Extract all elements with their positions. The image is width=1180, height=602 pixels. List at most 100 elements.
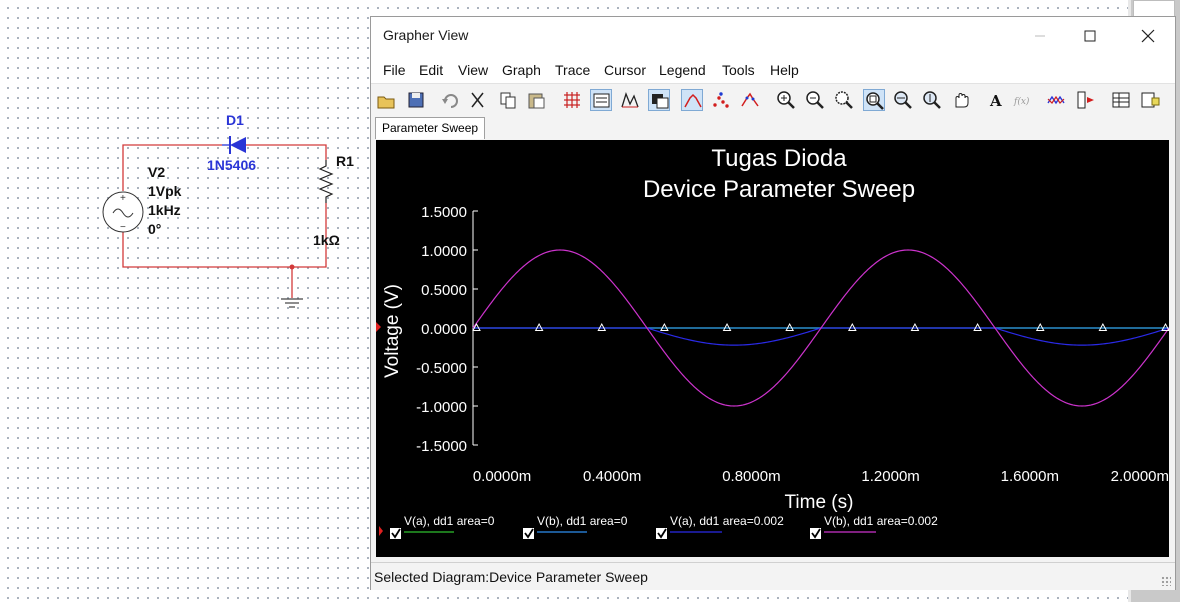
svg-text:A: A	[989, 92, 1002, 110]
data-point-marker	[597, 322, 607, 331]
zoom-area-icon[interactable]	[833, 89, 855, 111]
menu-legend[interactable]: Legend	[659, 62, 706, 78]
toolbar: A f(x)	[371, 83, 1175, 116]
grapher-window[interactable]: Grapher View File Edit View Graph Trace …	[370, 16, 1176, 590]
scatter-plot-icon[interactable]	[710, 89, 732, 111]
ac-source-symbol[interactable]: + −	[102, 191, 144, 233]
text-tool-icon[interactable]: A	[985, 89, 1007, 111]
line-plot-icon[interactable]	[681, 89, 703, 111]
zoom-y-icon[interactable]	[921, 89, 943, 111]
resistor-ref-label: R1	[336, 153, 354, 169]
legend-entry-3: V(a), dd1 area=0.002	[656, 514, 784, 539]
cut-icon[interactable]	[467, 89, 489, 111]
hand-pan-icon[interactable]	[950, 89, 972, 111]
checkmark-icon	[391, 528, 401, 539]
data-point-marker	[534, 322, 544, 331]
window-title: Grapher View	[383, 27, 469, 43]
maximize-icon	[1084, 30, 1096, 42]
menu-file[interactable]: File	[383, 62, 406, 78]
y-tick-label: 1.0000	[421, 243, 467, 260]
menu-view[interactable]: View	[458, 62, 489, 78]
left-marker-icon	[376, 322, 381, 332]
svg-text:+: +	[120, 193, 126, 204]
zoom-x-icon[interactable]	[892, 89, 914, 111]
data-point-marker	[1035, 322, 1045, 331]
menu-cursor[interactable]: Cursor	[604, 62, 647, 78]
x-axis-label: Time (s)	[785, 492, 854, 513]
legend-marker-icon	[379, 526, 383, 536]
series-line-4	[472, 249, 1169, 407]
menu-graph[interactable]: Graph	[502, 62, 541, 78]
copy-icon[interactable]	[497, 89, 519, 111]
checkmark-icon	[657, 528, 667, 539]
minimize-button[interactable]	[1013, 17, 1067, 55]
formula-icon[interactable]: f(x)	[1012, 89, 1034, 111]
maximize-button[interactable]	[1063, 17, 1117, 55]
undo-icon[interactable]	[439, 89, 461, 111]
checkmark-icon	[524, 528, 534, 539]
tab-parameter-sweep[interactable]: Parameter Sweep	[375, 117, 486, 139]
zoom-out-icon[interactable]	[804, 89, 826, 111]
menu-trace[interactable]: Trace	[555, 62, 591, 78]
source-ref-label: V2	[148, 164, 165, 180]
plot-area[interactable]: Tugas Dioda Device Parameter Sweep Time …	[376, 140, 1169, 557]
grid-icon[interactable]	[561, 89, 583, 111]
x-tick-label: 0.0000m	[473, 468, 531, 485]
diode-model-label: 1N5406	[207, 157, 256, 173]
wires	[122, 144, 327, 298]
marker-plot-icon[interactable]	[739, 89, 761, 111]
title-bar[interactable]: Grapher View	[371, 17, 1175, 55]
data-point-marker	[1161, 322, 1169, 331]
x-tick-label: 1.6000m	[1001, 468, 1059, 485]
zoom-in-icon[interactable]	[775, 89, 797, 111]
legend-entry-4: V(b), dd1 area=0.002	[810, 514, 938, 539]
y-axis-label: Voltage (V)	[382, 284, 403, 378]
minimize-icon	[1035, 35, 1045, 37]
zoom-fit-icon[interactable]	[863, 89, 885, 111]
chart-svg[interactable]: Tugas Dioda Device Parameter Sweep Time …	[376, 140, 1169, 557]
status-text: Selected Diagram:Device Parameter Sweep	[374, 569, 648, 585]
data-point-marker	[785, 322, 795, 331]
data-point-marker	[1098, 322, 1108, 331]
resistor-symbol[interactable]	[318, 160, 334, 203]
legend-entry-1: V(a), dd1 area=0	[390, 514, 495, 539]
data-point-marker	[910, 322, 920, 331]
menu-help[interactable]: Help	[770, 62, 799, 78]
resize-grip-icon[interactable]	[1161, 576, 1171, 586]
chart-title: Tugas Dioda	[711, 145, 847, 172]
legend-checkbox[interactable]	[810, 528, 821, 539]
close-icon	[1141, 29, 1155, 43]
x-tick-label: 0.4000m	[583, 468, 641, 485]
circuit-schematic[interactable]: + − D1 1N5406 V2 1Vpk 1kHz 0° R1 1kΩ	[0, 0, 370, 602]
legend-label: V(a), dd1 area=0.002	[670, 514, 784, 528]
y-tick-label: -1.5000	[416, 438, 467, 455]
legend-checkbox[interactable]	[390, 528, 401, 539]
export-image-icon[interactable]	[1139, 89, 1161, 111]
svg-text:f(x): f(x)	[1013, 96, 1030, 107]
invert-colors-icon[interactable]	[648, 89, 670, 111]
y-tick-label: 1.5000	[421, 204, 467, 221]
legend-toggle-icon[interactable]	[590, 89, 612, 111]
source-phase-label: 0°	[148, 221, 161, 237]
menu-tools[interactable]: Tools	[722, 62, 755, 78]
legend-checkbox[interactable]	[523, 528, 534, 539]
trace-icon[interactable]	[1046, 89, 1068, 111]
source-amp-label: 1Vpk	[148, 183, 182, 199]
save-icon[interactable]	[405, 89, 427, 111]
series-line-3	[473, 327, 1169, 346]
legend-checkbox[interactable]	[656, 528, 667, 539]
chart-subtitle: Device Parameter Sweep	[643, 176, 915, 203]
pan-chart-icon[interactable]	[619, 89, 641, 111]
legend-entry-2: V(b), dd1 area=0	[523, 514, 628, 539]
y-tick-label: 0.5000	[421, 282, 467, 299]
cursor-icon[interactable]	[1075, 89, 1097, 111]
close-button[interactable]	[1121, 17, 1175, 55]
ground-symbol	[281, 298, 303, 308]
tab-row: Parameter Sweep	[371, 115, 1175, 139]
x-tick-label: 1.2000m	[861, 468, 919, 485]
export-table-icon[interactable]	[1110, 89, 1132, 111]
menu-edit[interactable]: Edit	[419, 62, 444, 78]
diode-symbol[interactable]	[222, 136, 246, 154]
open-icon[interactable]	[375, 89, 397, 111]
paste-icon[interactable]	[525, 89, 547, 111]
